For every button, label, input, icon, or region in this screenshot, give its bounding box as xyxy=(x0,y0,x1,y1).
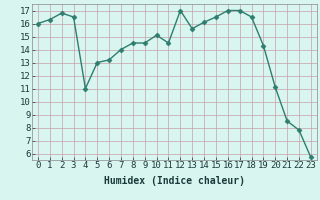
X-axis label: Humidex (Indice chaleur): Humidex (Indice chaleur) xyxy=(104,176,245,186)
